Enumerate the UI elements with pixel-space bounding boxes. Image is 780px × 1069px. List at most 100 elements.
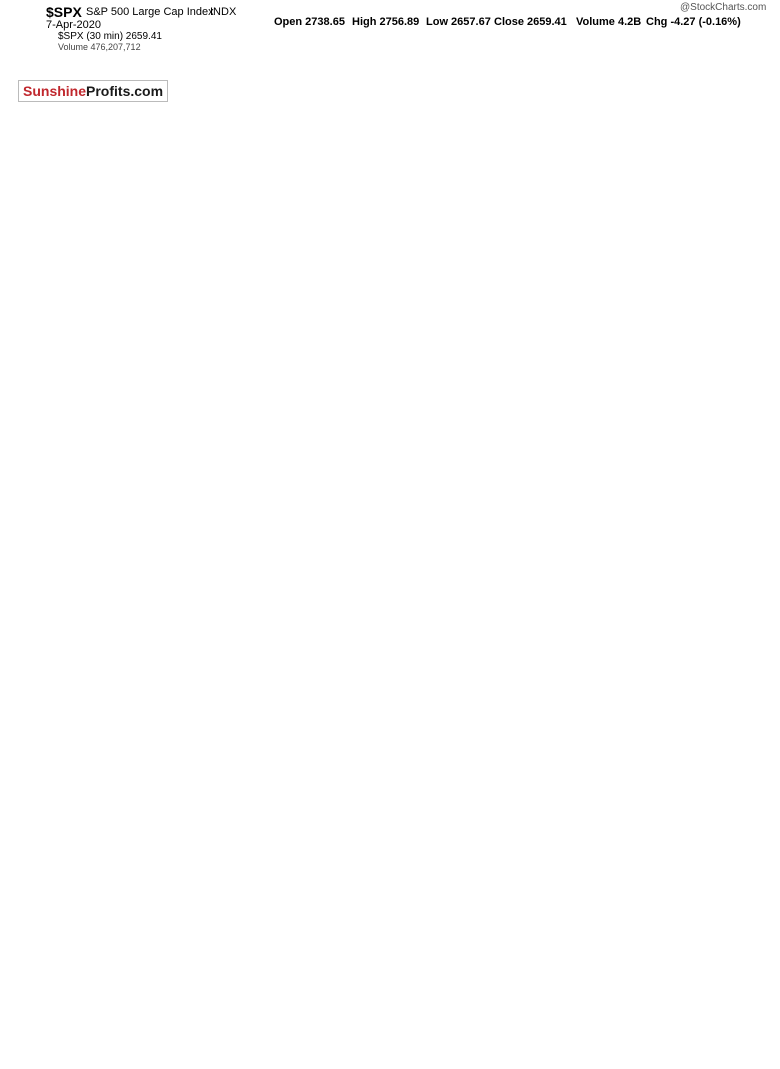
volume-bar [295,315,297,346]
perf-tick-label: -5% [740,516,758,527]
perf-tick-label: 5% [740,369,755,380]
x-axis-label: 2 [632,358,638,369]
perf-series-legend: XLC -10.48% [58,827,118,838]
volume-bar [382,337,384,346]
ma-legend-swatch [49,612,56,615]
volume-bar [625,326,627,346]
candle-body [706,147,709,158]
x-axis-label: 18 [293,1054,305,1065]
candle-body [357,250,360,262]
volume-bar [427,328,429,346]
candle-body [418,271,421,273]
candle-body [542,172,545,177]
volume-bar [178,336,180,346]
x-axis-label: 31 [570,358,582,369]
candle-body [470,212,473,222]
volume-bar [682,327,684,346]
volume-bar [634,327,636,346]
candle-body [542,176,545,184]
x-axis-label: 13 [200,358,212,369]
ma200-line [204,617,729,660]
candle-body [362,284,365,286]
perf-ma-legend: MA(200) -17.98% [58,952,129,962]
volume-bar [562,331,564,346]
candle-body [665,223,668,232]
candle-body [264,240,267,252]
candle-body [511,189,514,192]
candle-body [603,214,606,218]
candle-body [495,186,498,195]
volume-bar [424,335,426,346]
candle-body [506,181,509,190]
candle-body [624,220,627,229]
candle-body [629,224,632,229]
x-axis-label: 20 [354,1054,366,1065]
volume-bar [724,329,726,346]
volume-bar [298,320,300,346]
candle-body [336,264,339,268]
candle-body [727,158,729,164]
ma-value-label: 2497.94 [737,441,770,451]
series-legend-swatch [49,942,56,949]
volume-bar [85,323,87,346]
candle-body [418,271,421,281]
perf-tick-label: -10% [740,755,763,766]
volume-bar [286,327,288,346]
candle-body [264,218,267,225]
volume-bar [385,327,387,346]
volume-bar [103,333,105,346]
volume-bar [541,328,543,346]
sector-annotation: Financials [352,748,402,760]
perf-tick-label: -5% [740,631,758,642]
candle-body [151,118,154,120]
price-tick-label: 2600 [738,183,761,194]
volume-bar [244,329,246,346]
volume-bar [676,326,678,346]
price-tick-label: 2400 [738,263,761,274]
x-axis-label: 3 [662,1054,668,1065]
volume-bar [163,317,165,346]
volume-bar [220,320,222,346]
volume-bar [406,331,408,346]
perf-tick-label: 0% [740,725,755,736]
volume-bar [151,316,153,346]
candle-body [203,192,206,195]
price-tick-label: 2350 [738,282,761,293]
series-legend-swatch [49,713,56,720]
candle-body [228,179,231,192]
volume-bar [580,314,582,346]
candle-body [593,204,596,206]
candle-body [552,170,555,179]
volume-bar [346,329,348,346]
volume-bar [688,336,690,346]
volume-bar [304,331,306,346]
volume-bar [361,312,363,346]
sector-annotation: Technology [348,545,404,557]
candle-body [136,110,139,114]
perf-tick-label: -20% [740,453,763,464]
volume-bar [478,328,480,346]
perf-series-legend: $SPX -12.08% [58,371,124,382]
volume-bar [472,326,474,346]
logo-part1: Sunshine [23,83,87,99]
candle-body [634,218,637,222]
volume-bar [325,328,327,346]
candle-body [326,249,329,251]
volume-bar [454,326,456,346]
volume-bar [154,318,156,346]
candle-body [223,191,226,195]
price-tick-label: 2950 [738,44,761,55]
candle-body [259,221,262,225]
x-axis-label: 26 [477,358,489,369]
volume-bar [226,312,228,346]
volume-bar [373,321,375,346]
volume-bar [247,334,249,346]
volume-bar [487,327,489,346]
volume-bar [574,312,576,346]
candle-body [660,215,663,221]
perf-panel-frame [45,369,733,481]
x-axis-label: 6 [693,1054,699,1065]
volume-bar [127,336,129,346]
candle-body [203,203,206,213]
